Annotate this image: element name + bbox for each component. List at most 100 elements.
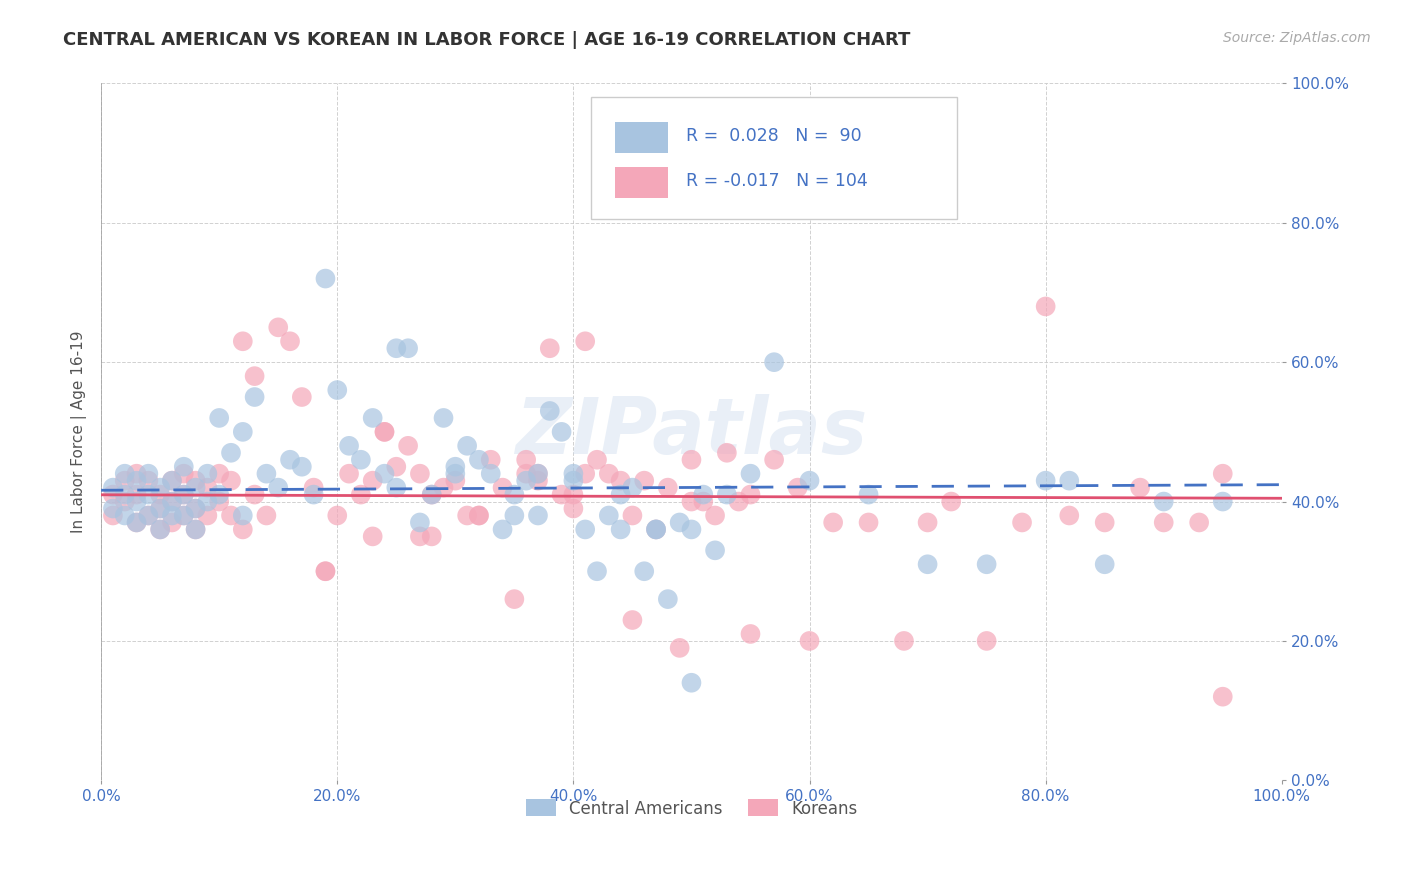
Point bbox=[1129, 481, 1152, 495]
Point bbox=[574, 467, 596, 481]
Point bbox=[468, 508, 491, 523]
Point bbox=[160, 508, 183, 523]
Point bbox=[479, 467, 502, 481]
Point bbox=[598, 467, 620, 481]
Point bbox=[302, 487, 325, 501]
Point bbox=[138, 508, 160, 523]
Point bbox=[396, 341, 419, 355]
Point bbox=[681, 452, 703, 467]
Point bbox=[681, 523, 703, 537]
Point bbox=[1094, 558, 1116, 572]
Point bbox=[184, 501, 207, 516]
Point bbox=[420, 529, 443, 543]
Point bbox=[976, 634, 998, 648]
Point bbox=[609, 474, 631, 488]
Point bbox=[173, 487, 195, 501]
Point bbox=[208, 411, 231, 425]
FancyBboxPatch shape bbox=[591, 97, 957, 219]
Point bbox=[373, 425, 395, 439]
Point bbox=[609, 487, 631, 501]
Point bbox=[456, 508, 478, 523]
Point bbox=[361, 474, 384, 488]
Point bbox=[479, 452, 502, 467]
Point bbox=[219, 508, 242, 523]
Text: ZIPatlas: ZIPatlas bbox=[516, 394, 868, 470]
Point bbox=[515, 452, 537, 467]
Point bbox=[254, 508, 277, 523]
Point bbox=[621, 508, 644, 523]
Point bbox=[1059, 508, 1081, 523]
Point bbox=[184, 523, 207, 537]
Text: R = -0.017   N = 104: R = -0.017 N = 104 bbox=[686, 172, 868, 190]
Point bbox=[232, 508, 254, 523]
Point bbox=[125, 474, 148, 488]
Point bbox=[278, 452, 301, 467]
Point bbox=[373, 467, 395, 481]
Point bbox=[138, 467, 160, 481]
Point bbox=[893, 634, 915, 648]
Point bbox=[409, 529, 432, 543]
Point bbox=[350, 487, 373, 501]
Point bbox=[763, 355, 786, 369]
Point bbox=[527, 508, 550, 523]
Point bbox=[125, 516, 148, 530]
Point bbox=[917, 516, 939, 530]
Point bbox=[704, 543, 727, 558]
Point bbox=[941, 494, 963, 508]
Point bbox=[243, 369, 266, 384]
Text: R =  0.028   N =  90: R = 0.028 N = 90 bbox=[686, 127, 862, 145]
Point bbox=[114, 494, 136, 508]
Point bbox=[184, 481, 207, 495]
Point bbox=[278, 334, 301, 349]
Point bbox=[799, 474, 821, 488]
Point bbox=[633, 564, 655, 578]
Point bbox=[173, 508, 195, 523]
Point bbox=[149, 481, 172, 495]
Point bbox=[160, 494, 183, 508]
Point bbox=[786, 481, 808, 495]
Y-axis label: In Labor Force | Age 16-19: In Labor Force | Age 16-19 bbox=[72, 331, 87, 533]
Point bbox=[621, 613, 644, 627]
Point bbox=[823, 516, 845, 530]
Point bbox=[149, 523, 172, 537]
Point bbox=[184, 501, 207, 516]
Point bbox=[917, 558, 939, 572]
Text: CENTRAL AMERICAN VS KOREAN IN LABOR FORCE | AGE 16-19 CORRELATION CHART: CENTRAL AMERICAN VS KOREAN IN LABOR FORC… bbox=[63, 31, 911, 49]
Point bbox=[138, 487, 160, 501]
Point bbox=[232, 523, 254, 537]
Point bbox=[314, 271, 336, 285]
Point bbox=[291, 390, 314, 404]
Point bbox=[125, 516, 148, 530]
Point bbox=[976, 558, 998, 572]
Point bbox=[1035, 474, 1057, 488]
Point bbox=[1212, 494, 1234, 508]
Point bbox=[219, 446, 242, 460]
Point bbox=[160, 494, 183, 508]
Point bbox=[101, 481, 124, 495]
Point bbox=[740, 467, 762, 481]
Point bbox=[668, 516, 690, 530]
Point bbox=[538, 404, 561, 418]
Point bbox=[692, 487, 714, 501]
Point bbox=[716, 487, 738, 501]
Point bbox=[468, 452, 491, 467]
Point bbox=[232, 425, 254, 439]
Point bbox=[149, 501, 172, 516]
Point bbox=[114, 474, 136, 488]
Point bbox=[645, 523, 668, 537]
Point bbox=[420, 487, 443, 501]
Point bbox=[716, 446, 738, 460]
Point bbox=[562, 487, 585, 501]
Point bbox=[314, 564, 336, 578]
Point bbox=[562, 501, 585, 516]
Point bbox=[740, 627, 762, 641]
Point bbox=[574, 523, 596, 537]
Point bbox=[527, 474, 550, 488]
Point bbox=[444, 467, 467, 481]
Point bbox=[101, 487, 124, 501]
Point bbox=[173, 487, 195, 501]
Point bbox=[550, 487, 572, 501]
Point bbox=[432, 411, 454, 425]
Point bbox=[361, 411, 384, 425]
Point bbox=[621, 481, 644, 495]
